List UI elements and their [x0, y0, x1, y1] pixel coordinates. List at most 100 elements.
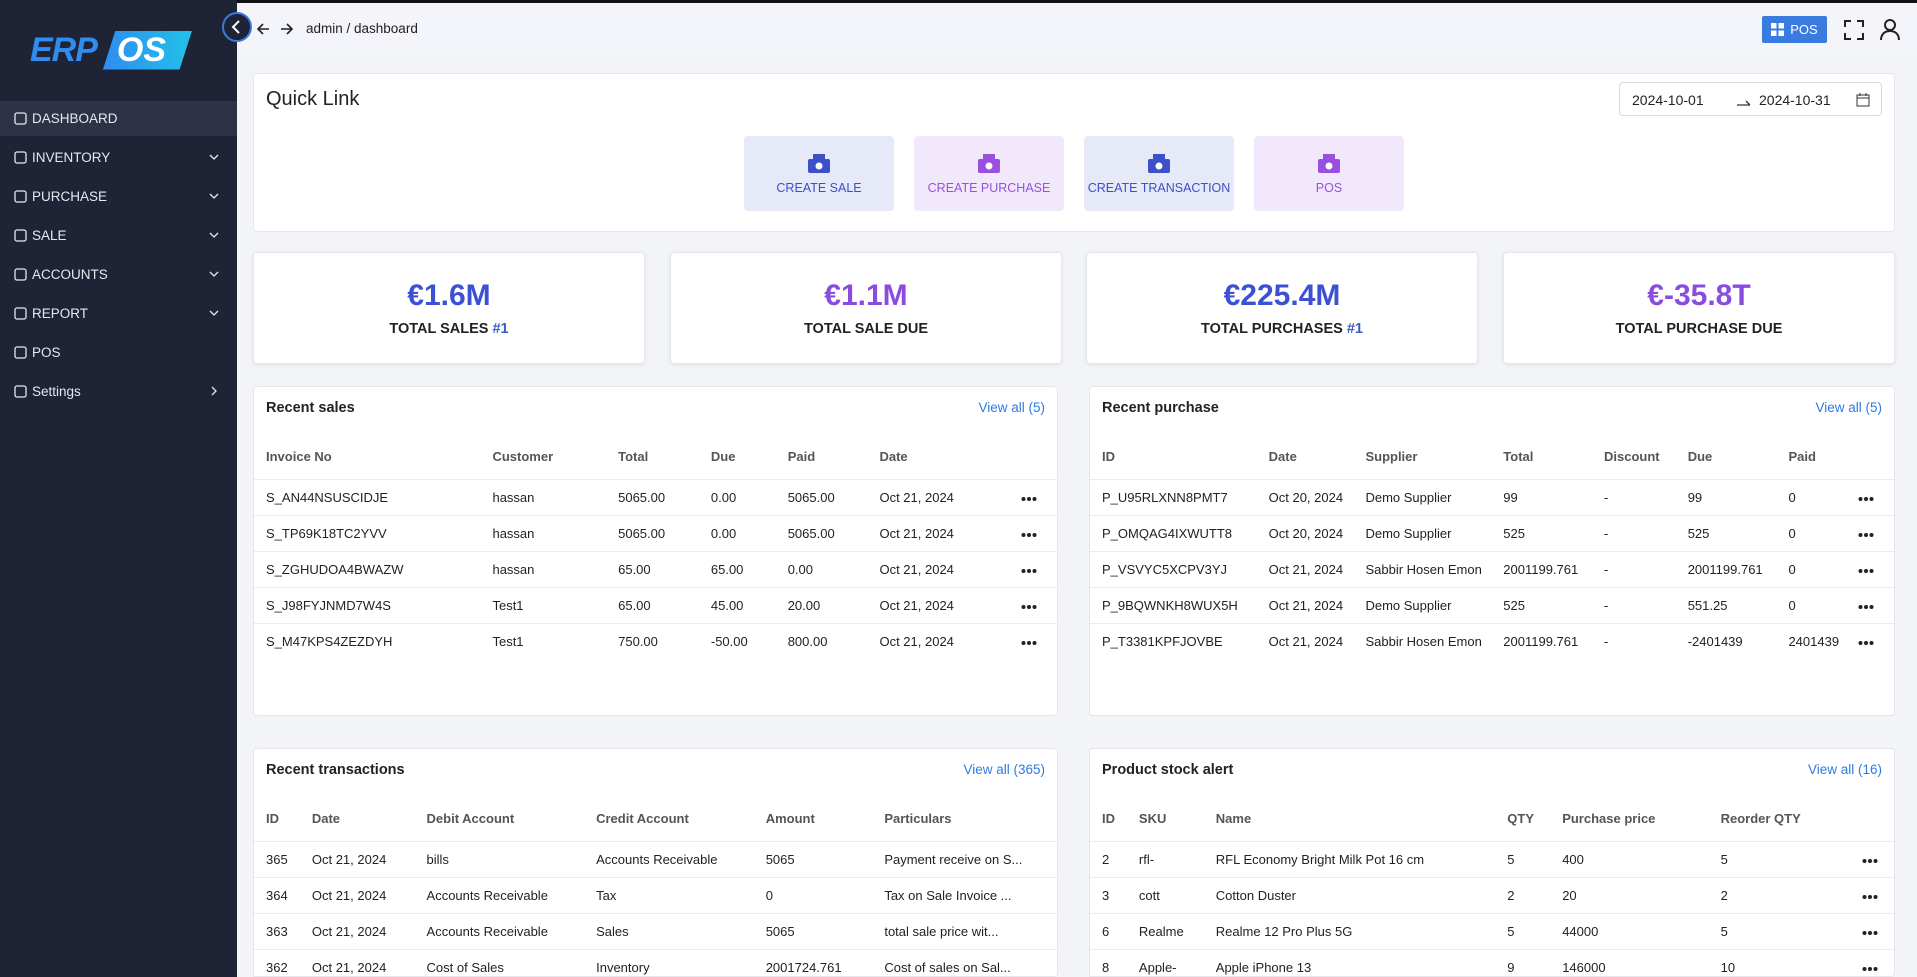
table-row: S_J98FYJNMD7W4S Test1 65.00 45.00 20.00 Oct 2…	[254, 586, 1057, 623]
user-button[interactable]	[1880, 19, 1900, 41]
cell: 0.00	[775, 550, 868, 587]
row-actions[interactable]	[1858, 640, 1874, 646]
pos-button[interactable]: POS	[1762, 16, 1827, 43]
quick-link-icon	[978, 153, 1000, 173]
cell: 65.00	[606, 550, 699, 587]
table-row: S_M47KPS4ZEZDYH Test1 750.00 -50.00 800.00 Oc…	[254, 622, 1057, 659]
back-button[interactable]	[256, 22, 270, 36]
menu-label: DASHBOARD	[32, 111, 118, 126]
column-header-empty	[1846, 435, 1894, 479]
cell: 5065.00	[606, 514, 699, 551]
quick-link[interactable]: CREATE PURCHASE	[914, 136, 1064, 211]
cell: cott	[1126, 876, 1204, 913]
row-actions[interactable]	[1858, 496, 1874, 502]
stat-value: €-35.8T	[1647, 279, 1751, 312]
menu-icon	[14, 229, 27, 242]
stat-badge: #1	[1346, 321, 1363, 337]
stat-label: TOTAL SALE DUE	[803, 321, 929, 337]
row-actions[interactable]	[1021, 568, 1037, 574]
date-arrow	[1737, 100, 1751, 106]
menu-item[interactable]: REPORT	[0, 296, 237, 331]
date-range[interactable]: 2024-10-01 2024-10-31	[1619, 82, 1882, 116]
table-row: P_U95RLXNN8PMT7 Oct 20, 2024 Demo Supplier…	[1090, 478, 1894, 515]
cell: Demo Supplier	[1353, 586, 1492, 623]
menu-chevron	[209, 193, 219, 199]
cell: 5065.00	[606, 478, 699, 515]
row-actions[interactable]	[1862, 930, 1878, 936]
menu-item[interactable]: INVENTORY	[0, 140, 237, 175]
column-header: Total	[618, 449, 649, 465]
quick-link[interactable]: POS	[1254, 136, 1404, 211]
menu-icon	[14, 151, 27, 164]
menu-item[interactable]: SALE	[0, 218, 237, 253]
menu-item[interactable]: PURCHASE	[0, 179, 237, 214]
cell: 8	[1090, 948, 1127, 976]
menu-item[interactable]: DASHBOARD	[0, 101, 237, 136]
cell: hassan	[480, 514, 607, 551]
cell: 5	[1495, 840, 1551, 877]
view-all-link[interactable]: View all (365)	[963, 762, 1045, 777]
row-actions[interactable]	[1858, 532, 1874, 538]
row-actions[interactable]	[1021, 604, 1037, 610]
data-table: ID Date Supplier Total Discount Due Paid P_U95R…	[1090, 435, 1894, 659]
menu-chevron	[209, 232, 219, 238]
cell: 0.00	[698, 478, 776, 515]
stat-badge: #1	[492, 321, 509, 337]
row-actions[interactable]	[1021, 532, 1037, 538]
forward-button[interactable]	[280, 22, 294, 36]
action-cell	[1850, 840, 1894, 877]
table-row: S_TP69K18TC2YVV hassan 5065.00 0.00 5065.00 O…	[254, 514, 1057, 551]
cell: 5	[1495, 912, 1551, 949]
quick-link[interactable]: CREATE SALE	[744, 136, 894, 211]
row-actions[interactable]	[1021, 496, 1037, 502]
cell: -50.00	[698, 622, 776, 659]
cell: Oct 21, 2024	[299, 840, 415, 877]
view-all-link[interactable]: View all (5)	[978, 400, 1045, 415]
cell: Sabbir Hosen Emon	[1353, 550, 1492, 587]
menu-icon	[14, 268, 27, 281]
cell: 99	[1675, 478, 1777, 515]
view-all-link[interactable]: View all (16)	[1807, 762, 1882, 777]
cell: Oct 21, 2024	[867, 514, 1010, 551]
quick-link-label: CREATE SALE	[776, 180, 862, 195]
cell: RFL Economy Bright Milk Pot 16 cm	[1203, 840, 1496, 877]
collapse-button[interactable]	[221, 11, 253, 43]
stat-label: TOTAL SALES	[389, 321, 489, 337]
stat-value: €225.4M	[1223, 279, 1341, 312]
cell: Accounts Receivable	[584, 840, 754, 877]
row-actions[interactable]	[1862, 894, 1878, 900]
cell: Sabbir Hosen Emon	[1353, 622, 1492, 659]
row-actions[interactable]	[1021, 640, 1037, 646]
view-all-link[interactable]: View all (5)	[1815, 400, 1882, 415]
logo[interactable]: ERP OS	[30, 30, 193, 70]
cell: 551.25	[1675, 586, 1777, 623]
menu-icon	[14, 112, 27, 125]
data-table: Invoice No Customer Total Due Paid Date S_AN44…	[254, 435, 1057, 659]
cell: Realme 12 Pro Plus 5G	[1203, 912, 1496, 949]
cell: P_T3381KPFJOVBE	[1090, 622, 1257, 659]
menu-item[interactable]: POS	[0, 335, 237, 370]
cell: S_ZGHUDOA4BWAZW	[254, 550, 481, 587]
stat-card: €-35.8T TOTAL PURCHASE DUE	[1503, 252, 1895, 364]
cell: Apple iPhone 13	[1203, 948, 1496, 976]
column-header: Date	[311, 811, 341, 827]
menu-item[interactable]: Settings	[0, 374, 237, 409]
breadcrumb: admin / dashboard	[306, 21, 418, 36]
cell: 2	[1708, 876, 1851, 913]
cell: 45.00	[698, 586, 776, 623]
table-row: 3 cott Cotton Duster 2 20 2	[1090, 876, 1894, 913]
quick-link[interactable]: CREATE TRANSACTION	[1084, 136, 1234, 211]
stat-label: TOTAL PURCHASE DUE	[1615, 321, 1783, 337]
fullscreen-button[interactable]	[1844, 20, 1864, 40]
column-header: Supplier	[1365, 449, 1418, 465]
action-cell	[1846, 478, 1894, 515]
row-actions[interactable]	[1862, 966, 1878, 972]
menu-chevron	[209, 310, 219, 316]
cell: Cost of Sales	[414, 948, 585, 976]
row-actions[interactable]	[1858, 604, 1874, 610]
cell: 0	[1776, 478, 1847, 515]
cell: Tax	[584, 876, 754, 913]
row-actions[interactable]	[1862, 858, 1878, 864]
menu-item[interactable]: ACCOUNTS	[0, 257, 237, 292]
row-actions[interactable]	[1858, 568, 1874, 574]
